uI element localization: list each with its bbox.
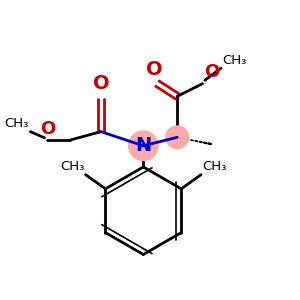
- Text: O: O: [146, 60, 162, 80]
- Circle shape: [166, 126, 188, 148]
- Circle shape: [129, 131, 158, 160]
- Text: CH₃: CH₃: [4, 117, 29, 130]
- Text: O: O: [40, 120, 55, 138]
- Text: O: O: [204, 63, 219, 81]
- Text: N: N: [135, 136, 152, 155]
- Text: CH₃: CH₃: [222, 54, 247, 67]
- Text: CH₃: CH₃: [202, 160, 227, 173]
- Text: O: O: [93, 74, 109, 93]
- Text: CH₃: CH₃: [60, 160, 84, 173]
